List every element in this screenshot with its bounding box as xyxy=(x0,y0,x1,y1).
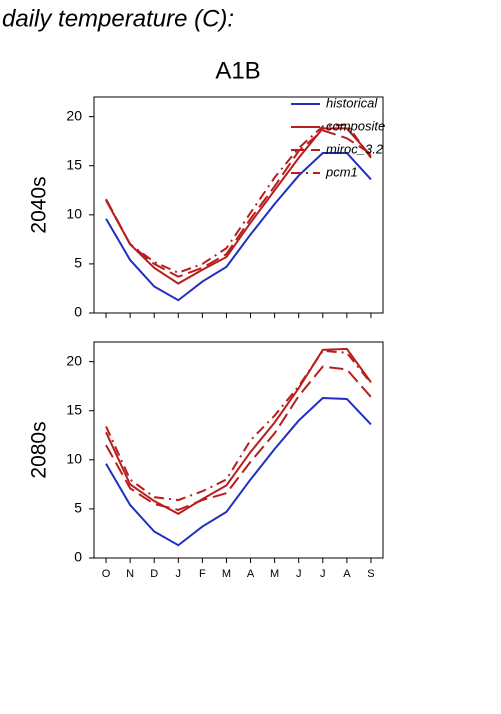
series-line xyxy=(105,151,372,302)
legend-label: pcm1 xyxy=(325,164,358,179)
x-tick-label: N xyxy=(126,568,134,580)
x-tick-label: A xyxy=(343,568,351,580)
legend-label: miroc_3.2 xyxy=(326,141,384,156)
x-tick-label: J xyxy=(176,568,182,580)
plot-frame xyxy=(93,341,384,559)
y-tick-label: 0 xyxy=(74,304,82,320)
series-line xyxy=(105,396,372,547)
y-tick-label: 20 xyxy=(66,352,82,368)
y-tick-label: 0 xyxy=(74,549,82,565)
x-tick-label: O xyxy=(102,568,111,580)
series-line xyxy=(105,347,372,515)
x-tick-label: M xyxy=(270,568,279,580)
series-line xyxy=(105,365,372,511)
legend-label: composite xyxy=(326,118,385,133)
page-title: daily temperature (C): xyxy=(2,5,234,32)
x-tick-label: J xyxy=(296,568,302,580)
series-line xyxy=(105,127,372,285)
y-tick-label: 20 xyxy=(66,107,82,123)
x-tick-label: D xyxy=(150,568,158,580)
series-line xyxy=(105,123,372,274)
y-tick-label: 10 xyxy=(66,206,82,222)
x-tick-label: F xyxy=(199,568,206,580)
y-tick-label: 10 xyxy=(66,451,82,467)
x-tick-label: A xyxy=(247,568,255,580)
plot-frame xyxy=(93,96,384,314)
y-axis-label: 2040s xyxy=(28,176,51,233)
y-tick-label: 15 xyxy=(66,401,82,417)
y-tick-label: 15 xyxy=(66,156,82,172)
y-axis-label: 2080s xyxy=(28,421,51,478)
series-line xyxy=(105,129,372,278)
y-tick-label: 5 xyxy=(74,500,82,516)
y-tick-label: 5 xyxy=(74,255,82,271)
x-tick-label: S xyxy=(367,568,374,580)
legend-label: historical xyxy=(326,95,378,110)
series-line xyxy=(105,349,372,502)
x-tick-label: J xyxy=(320,568,326,580)
scenario-title: A1B xyxy=(215,57,260,84)
x-tick-label: M xyxy=(222,568,231,580)
